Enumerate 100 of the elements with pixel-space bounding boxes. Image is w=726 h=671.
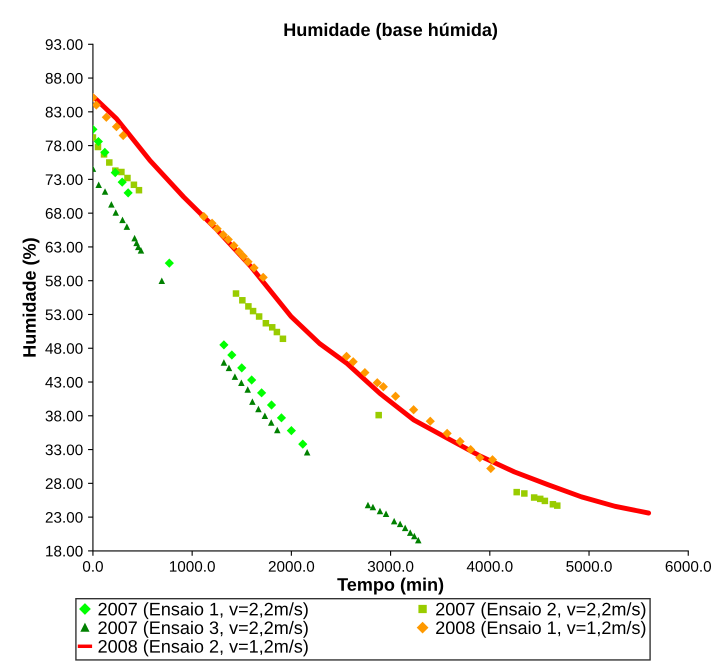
point [245,303,252,310]
legend-label: 2007 (Ensaio 3, v=2,2m/s) [98,620,308,638]
y-tick-label: 53.00 [46,309,83,320]
point [102,112,111,122]
point [466,444,476,454]
point [106,159,113,166]
y-tick-label: 33.00 [46,444,83,456]
point [232,373,238,380]
point [542,498,548,504]
point [100,148,110,157]
y-axis-title: Humidade (%) [22,238,40,357]
point [402,524,408,532]
point [218,230,228,240]
point [95,182,102,188]
y-tick-label: 28.00 [46,478,83,490]
point [199,212,208,222]
point [390,392,400,401]
point [158,277,166,284]
point [212,224,222,234]
point [250,308,256,314]
point [372,378,382,388]
point [112,209,120,216]
point [207,218,217,228]
point [110,168,120,178]
point [124,223,130,230]
point [370,504,376,510]
point [268,419,274,426]
point [378,382,388,392]
point [118,130,128,140]
point [280,336,286,342]
point [92,100,101,110]
point [304,449,310,456]
point [262,412,268,420]
line-series [92,94,652,516]
y-tick-label: 58.00 [46,276,83,286]
point [266,400,276,410]
point [406,529,414,536]
point [119,216,126,224]
point [286,426,296,436]
point [554,502,561,509]
point [244,386,251,393]
legend-label: 2007 (Ensaio 2, v=2,2m/s) [436,602,646,620]
point [411,532,418,540]
y-tick-label: 38.00 [46,410,83,422]
x-tick-label: 2000.0 [268,561,314,572]
point [118,177,127,187]
point [513,488,520,496]
point [136,186,142,194]
point [234,247,244,256]
point [521,490,528,497]
point [130,182,138,188]
x-tick-label: 6000.0 [666,561,712,572]
point [94,136,103,146]
point [255,406,262,412]
y-tick-label: 88.00 [46,72,83,84]
point [239,297,246,304]
x-tick-label: 1000.0 [170,561,215,572]
point [243,257,253,266]
point [426,416,435,426]
point [131,234,138,242]
point [376,508,384,514]
point [268,324,276,331]
point [390,518,398,524]
point [164,258,174,268]
point [274,328,280,336]
point [375,412,382,418]
x-tick-label: 3000.0 [368,561,414,572]
point [219,340,229,350]
x-tick-label: 5000.0 [566,561,612,572]
point [256,313,262,320]
point [382,510,390,517]
point [238,379,245,386]
y-tick-label: 73.00 [46,174,83,186]
point [237,363,246,372]
point [409,405,418,414]
point [238,252,248,261]
point [364,502,372,508]
chart-title: Humidade (base húmida) [284,22,498,40]
x-tick-label: 0.0 [82,561,103,572]
y-tick-label: 83.00 [46,106,83,118]
point [124,188,133,198]
point [138,247,144,254]
point [102,188,108,195]
legend-label: 2007 (Ensaio 1, v=2,2m/s) [98,602,308,620]
point [118,168,125,176]
point [274,426,281,434]
x-axis-title: Tempo (min) [337,578,444,594]
point [396,520,404,528]
point [247,375,256,385]
y-tick-label: 23.00 [46,512,83,523]
point [224,234,233,244]
point [249,263,259,272]
point [249,398,256,405]
point [262,320,270,327]
point [360,368,370,378]
point [348,357,358,366]
point [488,455,498,464]
y-tick-label: 68.00 [46,208,83,219]
y-tick-label: 18.00 [46,546,83,557]
point [342,352,352,361]
